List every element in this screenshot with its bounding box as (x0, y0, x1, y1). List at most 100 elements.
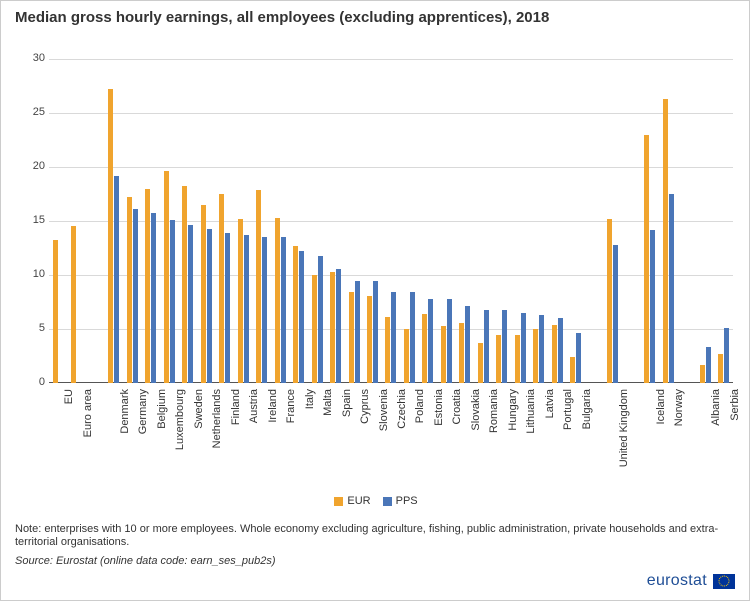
bar-pps (151, 213, 156, 383)
bar-pps (188, 225, 193, 383)
bar-eur (718, 354, 723, 383)
bar-pps (576, 333, 581, 383)
y-tick-label: 25 (15, 106, 45, 118)
bar-eur (182, 186, 187, 383)
x-tick-label: Norway (673, 389, 685, 494)
x-tick-label: Latvia (544, 389, 556, 494)
bar-group (400, 59, 418, 383)
x-tick-label: Belgium (156, 389, 168, 494)
bar-eur (552, 325, 557, 383)
bar-group (604, 59, 622, 383)
x-tick-label: Austria (248, 389, 260, 494)
bar-eur (330, 272, 335, 383)
bar-pps (484, 310, 489, 383)
bar-pps (447, 299, 452, 383)
bar-group (178, 59, 196, 383)
x-tick-label: Netherlands (211, 389, 223, 494)
bar-eur (700, 365, 705, 383)
x-tick-label: Portugal (562, 389, 574, 494)
bar-group (141, 59, 159, 383)
x-tick-label: Denmark (119, 389, 131, 494)
bar-eur (385, 317, 390, 383)
eurostat-logo: eurostat (647, 572, 735, 590)
x-tick-label: Hungary (507, 389, 519, 494)
bar-pps (170, 220, 175, 383)
bar-eur (71, 226, 76, 383)
bar-pps (706, 347, 711, 383)
bar-eur (127, 197, 132, 383)
bar-eur (256, 190, 261, 383)
legend-label: PPS (396, 495, 418, 507)
x-tick-label: Ireland (267, 389, 279, 494)
bar-group (437, 59, 455, 383)
y-tick-label: 30 (15, 52, 45, 64)
eu-flag-icon (713, 574, 735, 589)
y-tick-label: 20 (15, 160, 45, 172)
bar-pps (225, 233, 230, 383)
bar-pps (299, 251, 304, 383)
bar-group (160, 59, 178, 383)
bar-pps (281, 237, 286, 383)
bar-pps (114, 176, 119, 383)
x-tick-label: Romania (488, 389, 500, 494)
bar-group (456, 59, 474, 383)
bar-group (67, 59, 85, 383)
bar-pps (318, 256, 323, 383)
bar-eur (367, 296, 372, 383)
bar-group (289, 59, 307, 383)
x-tick-label: Sweden (193, 389, 205, 494)
bar-pps (465, 306, 470, 383)
bar-eur (53, 240, 58, 383)
bar-group (123, 59, 141, 383)
x-tick-label: Serbia (729, 389, 741, 494)
bar-group (49, 59, 67, 383)
x-tick-label: Malta (322, 389, 334, 494)
x-tick-label: Croatia (451, 389, 463, 494)
bar-group (382, 59, 400, 383)
chart-note: Note: enterprises with 10 or more employ… (15, 523, 735, 549)
bar-eur (496, 335, 501, 383)
legend-item: PPS (383, 495, 418, 507)
bar-pps (336, 269, 341, 383)
bar-group (234, 59, 252, 383)
bar-pps (355, 281, 360, 383)
chart-title: Median gross hourly earnings, all employ… (15, 9, 635, 26)
bar-group (548, 59, 566, 383)
bar-pps (650, 230, 655, 383)
bar-pps (539, 315, 544, 383)
bar-eur (219, 194, 224, 383)
bar-eur (570, 357, 575, 383)
bar-eur (515, 335, 520, 383)
bar-group (215, 59, 233, 383)
bar-pps (613, 245, 618, 383)
bar-pps (207, 229, 212, 383)
x-tick-label: Bulgaria (581, 389, 593, 494)
bar-group (696, 59, 714, 383)
bar-group (363, 59, 381, 383)
bar-eur (108, 89, 113, 383)
bar-group (271, 59, 289, 383)
x-tick-label: United Kingdom (618, 389, 630, 494)
bar-eur (422, 314, 427, 383)
bar-group (530, 59, 548, 383)
y-tick-label: 15 (15, 214, 45, 226)
bar-group (493, 59, 511, 383)
bar-eur (201, 205, 206, 383)
x-tick-label: Slovakia (470, 389, 482, 494)
x-tick-label: Finland (230, 389, 242, 494)
bar-eur (145, 189, 150, 383)
bar-pps (558, 318, 563, 383)
x-tick-label: Spain (341, 389, 353, 494)
bar-group (104, 59, 122, 383)
bar-eur (349, 292, 354, 383)
bar-group (252, 59, 270, 383)
legend-swatch (334, 497, 343, 506)
x-tick-label: Cyprus (359, 389, 371, 494)
bar-pps (133, 209, 138, 383)
y-tick-label: 10 (15, 268, 45, 280)
bar-eur (533, 329, 538, 383)
y-tick-label: 0 (15, 376, 45, 388)
bar-pps (244, 235, 249, 383)
bar-pps (391, 292, 396, 383)
bar-group (567, 59, 585, 383)
